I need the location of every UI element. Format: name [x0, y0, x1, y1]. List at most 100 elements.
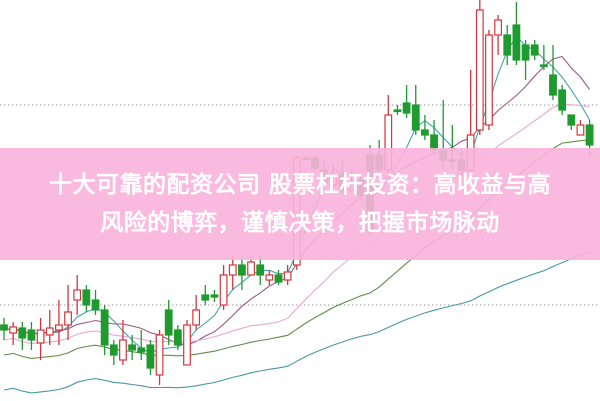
candle-body [512, 24, 521, 61]
candle [393, 105, 402, 115]
candle [100, 305, 109, 355]
candle-body [256, 264, 265, 276]
candle [402, 85, 411, 118]
candle-body [530, 44, 539, 56]
candle-body [201, 294, 210, 301]
candle-body [283, 271, 292, 281]
candle [421, 115, 429, 140]
candle [146, 340, 155, 375]
candle [128, 335, 137, 360]
candle [91, 290, 100, 315]
candle-body [503, 34, 512, 56]
candle-body [100, 309, 109, 346]
candle [18, 322, 27, 350]
candle [27, 322, 36, 350]
candle-body [539, 64, 548, 68]
candle-body [54, 324, 63, 331]
candle [109, 340, 118, 365]
candle [155, 330, 164, 385]
candle-body [247, 261, 255, 276]
candle [549, 45, 557, 100]
candle-body [155, 334, 164, 376]
candle-body [265, 274, 274, 281]
candle-body [274, 274, 283, 283]
candle-body [173, 329, 182, 346]
candle-body [192, 309, 201, 326]
candle-body [137, 347, 146, 353]
candle [73, 275, 82, 315]
candle-body [119, 339, 127, 361]
candle-body [91, 299, 100, 311]
candle [576, 120, 585, 136]
candle-body [45, 327, 54, 336]
candle [173, 325, 182, 350]
candle-body [393, 109, 402, 113]
candle [228, 255, 237, 290]
candle [183, 320, 191, 366]
candle [567, 114, 576, 130]
candle [503, 25, 512, 65]
candle-body [36, 329, 45, 344]
candle-body [402, 102, 411, 114]
candle-body [219, 274, 228, 306]
candle-body [210, 294, 219, 298]
candle-body [558, 89, 567, 111]
candle [494, 15, 502, 55]
candle [274, 270, 283, 285]
candle-body [9, 326, 18, 334]
candle-body [183, 324, 191, 366]
candle [512, 2, 521, 65]
ma-60-line [3, 251, 590, 394]
candle-body [475, 9, 484, 131]
candle-body [549, 74, 557, 96]
title-banner: 十大可靠的配资公司 股票杠杆投资：高收益与高 风险的博弈，谨慎决策，把握市场脉动 [0, 148, 600, 260]
candle-body [18, 327, 27, 339]
candle-body [421, 129, 429, 136]
candle [119, 320, 127, 365]
candle-body [521, 44, 530, 61]
candle-body [27, 329, 36, 341]
title-line-1: 十大可靠的配资公司 股票杠杆投资：高收益与高 [48, 172, 551, 198]
candle [283, 265, 292, 285]
candle-body [494, 19, 502, 36]
candle-body [238, 264, 246, 276]
candle-body [585, 124, 594, 146]
candle [521, 40, 530, 80]
candle [54, 300, 63, 345]
candle [45, 310, 54, 345]
candle-body [128, 344, 137, 351]
candle-body [73, 289, 82, 301]
candle-body [485, 34, 493, 126]
candle [64, 285, 72, 340]
candle [265, 270, 274, 285]
candle [210, 290, 219, 302]
candle-body [0, 324, 8, 331]
candle [0, 318, 8, 340]
candle [36, 318, 45, 360]
candle [238, 255, 246, 290]
candle-body [164, 309, 173, 336]
candle [82, 285, 91, 312]
candle [485, 30, 493, 130]
candle-body [228, 264, 237, 276]
title-line-2: 风险的博弈，谨慎决策，把握市场脉动 [100, 210, 500, 236]
candle [256, 255, 265, 285]
candle [475, 0, 484, 135]
candle-body [64, 311, 72, 326]
candle [558, 85, 567, 115]
candle [192, 295, 201, 330]
candle [9, 322, 18, 345]
candle [219, 265, 228, 310]
candle [164, 300, 173, 345]
candle-body [567, 114, 576, 126]
candle [530, 40, 539, 60]
candle-body [109, 344, 118, 356]
candle [411, 85, 420, 135]
candle-body [411, 104, 420, 131]
candle [137, 330, 146, 360]
candle-body [146, 344, 155, 369]
candle-body [82, 289, 91, 306]
candle [539, 45, 548, 70]
candle [201, 285, 210, 305]
